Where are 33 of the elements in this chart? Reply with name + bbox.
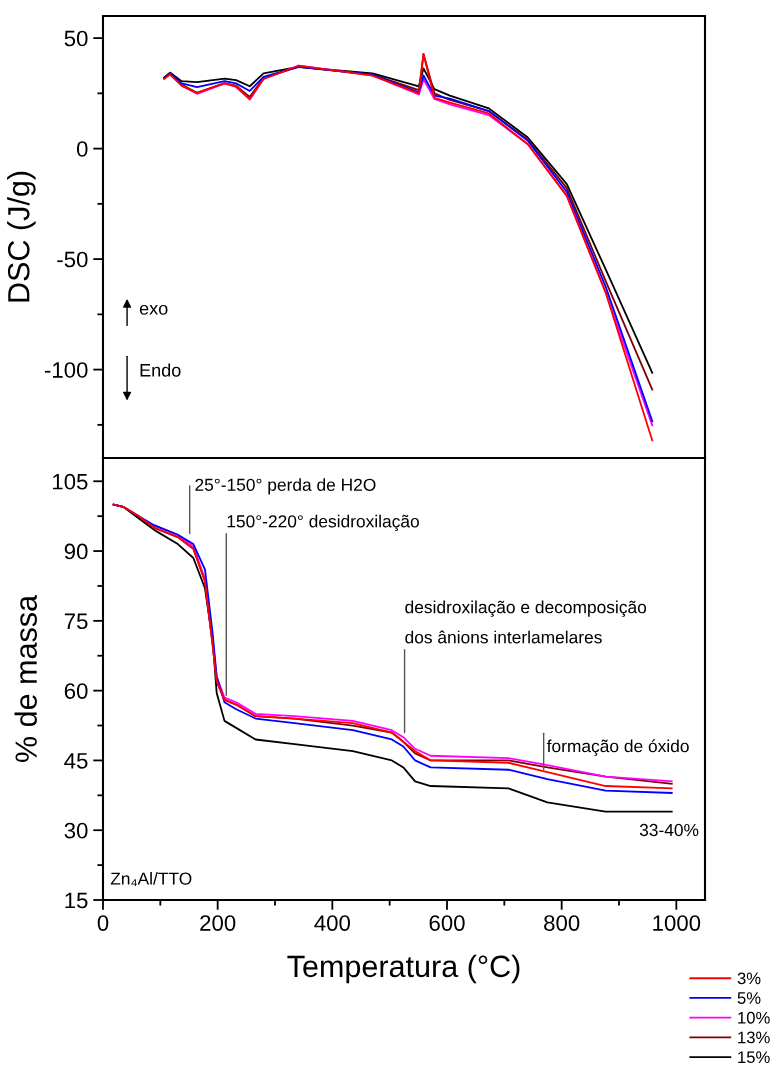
annotation: 33-40% <box>639 823 699 837</box>
y-tick-label: 90 <box>64 543 88 560</box>
y-tick-label: 75 <box>64 613 88 630</box>
y-tick-label: 105 <box>53 473 88 490</box>
y-tick-label: -50 <box>57 251 88 268</box>
annotation: exo <box>139 304 168 315</box>
y-tick-label: 60 <box>64 683 88 699</box>
y-tick-label: 30 <box>64 822 88 839</box>
y-tick-label: 50 <box>64 30 88 47</box>
annotation: 150°-220° desidroxilação <box>227 514 419 531</box>
legend-label: 13% <box>738 1031 770 1044</box>
x-axis-title: Temperatura (°C) <box>287 954 520 984</box>
y-tick-label: 45 <box>64 753 88 769</box>
legend-label: 5% <box>737 992 761 1004</box>
legend-label: 10% <box>738 1011 770 1024</box>
x-tick-label: 200 <box>200 915 236 931</box>
x-tick-label: 800 <box>544 915 580 931</box>
y-tick-label: 15 <box>65 892 88 909</box>
annotation: Zn₄Al/TTO <box>110 872 192 887</box>
x-tick-label: 0 <box>97 915 109 931</box>
legend-label: 15% <box>738 1051 770 1064</box>
annotation: Endo <box>140 363 181 377</box>
x-tick-label: 600 <box>429 915 465 931</box>
annotation: formação de óxido <box>546 739 689 756</box>
y-tick-label: -100 <box>44 362 88 378</box>
x-tick-label: 1000 <box>653 915 701 931</box>
annotation: 25°-150° perda de H2O <box>195 478 376 495</box>
y-axis-title: % de massa <box>14 594 37 762</box>
x-tick-label: 400 <box>314 915 350 931</box>
annotation: desidroxilação e decomposição dos ânions interlamelares <box>405 600 647 644</box>
y-tick-label: 0 <box>76 141 88 157</box>
legend-label: 3% <box>737 972 761 985</box>
y-axis-title: DSC (J/g) <box>7 171 36 302</box>
